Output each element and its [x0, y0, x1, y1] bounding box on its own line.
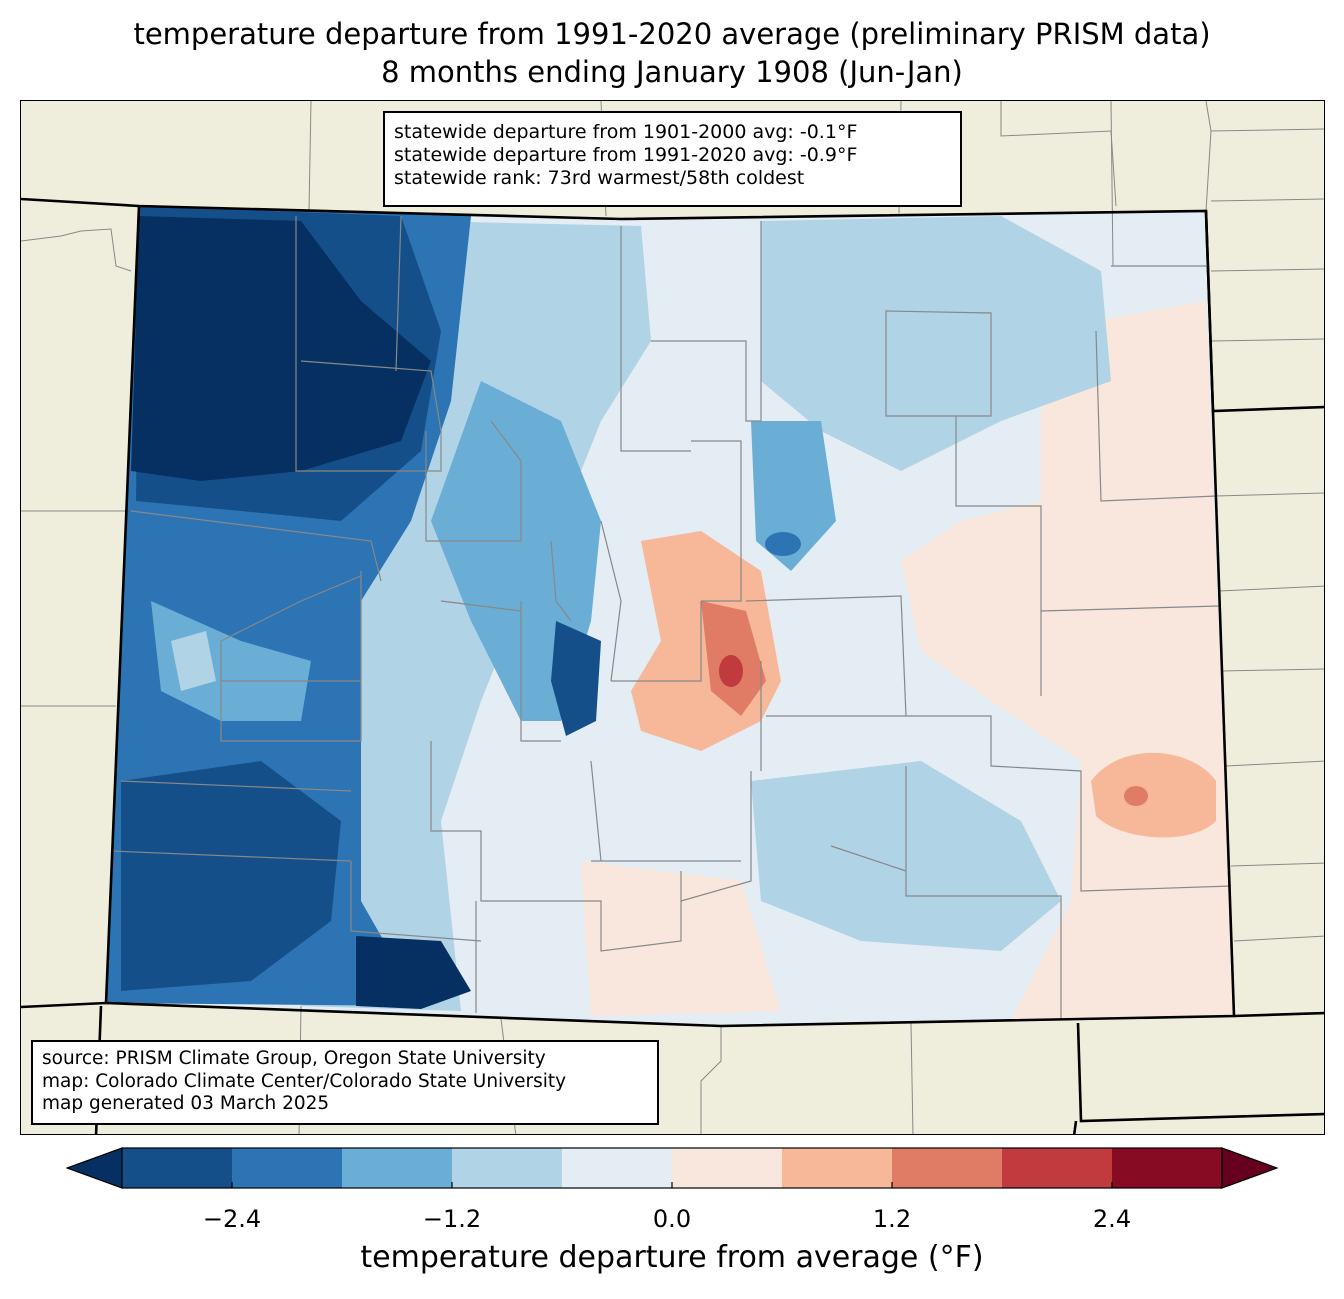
stats-departure-1901-2000: statewide departure from 1901-2000 avg: … — [394, 121, 858, 143]
generated-date-line: map generated 03 March 2025 — [42, 1093, 330, 1114]
colorbar-label: temperature departure from average (°F) — [360, 1240, 984, 1275]
colorbar-extend-min — [66, 1147, 123, 1189]
colorbar — [66, 1147, 1278, 1189]
anomaly-spot-front-range — [719, 655, 743, 687]
colorbar-segment — [452, 1148, 562, 1188]
map-credit-line: map: Colorado Climate Center/Colorado St… — [42, 1070, 567, 1092]
anomaly-region-northeast-cool — [761, 216, 1111, 471]
anomaly-spot-northeast — [765, 532, 801, 556]
anomaly-region-southwest-mid — [151, 601, 311, 721]
colorbar-segment — [342, 1148, 452, 1188]
colorbar-tick-label: 0.0 — [652, 1205, 692, 1233]
stats-departure-1991-2020: statewide departure from 1991-2020 avg: … — [394, 144, 858, 166]
anomaly-region-southeast-warm — [1091, 752, 1216, 838]
statewide-stats-box: statewide departure from 1901-2000 avg: … — [383, 111, 962, 207]
stats-rank: statewide rank: 73rd warmest/58th coldes… — [394, 167, 805, 189]
map-title-line1: temperature departure from 1991-2020 ave… — [133, 17, 1211, 51]
colorbar-segment — [1002, 1148, 1112, 1188]
anomaly-region-northwest-coldest — [131, 216, 431, 481]
anomaly-region-northeast-cooler — [751, 421, 836, 571]
colorbar-segment — [892, 1148, 1002, 1188]
colorbar-tick-label: 1.2 — [872, 1205, 912, 1233]
colorbar-segment — [232, 1148, 342, 1188]
colorbar-extend-max — [1221, 1147, 1278, 1189]
state-boundaries — [21, 197, 1324, 1134]
colorbar-segment — [782, 1148, 892, 1188]
source-credit-box: source: PRISM Climate Group, Oregon Stat… — [31, 1040, 659, 1125]
anomaly-region-mountain-cold — [551, 621, 601, 736]
map-title-line2: 8 months ending January 1908 (Jun-Jan) — [381, 55, 963, 89]
anomaly-region-west-patch — [171, 631, 216, 691]
colorbar-tick-label: 2.4 — [1092, 1205, 1132, 1233]
anomaly-region-east-warm — [901, 301, 1234, 1021]
anomaly-spot-southeast — [1124, 786, 1148, 806]
map-canvas — [21, 101, 1324, 1134]
colorbar-segment — [122, 1148, 232, 1188]
anomaly-region-southwest-cold — [121, 761, 341, 991]
colorbar-segment — [562, 1148, 672, 1188]
anomaly-region-south-coldest — [356, 936, 471, 1009]
county-boundaries — [110, 215, 1232, 1019]
colorbar-segment — [672, 1148, 782, 1188]
colorbar-segment — [1112, 1148, 1222, 1188]
map-frame — [20, 100, 1325, 1135]
source-line: source: PRISM Climate Group, Oregon Stat… — [42, 1048, 546, 1069]
colorbar-tick-label: −2.4 — [202, 1205, 262, 1233]
colorbar-tick-label: −1.2 — [422, 1205, 482, 1233]
